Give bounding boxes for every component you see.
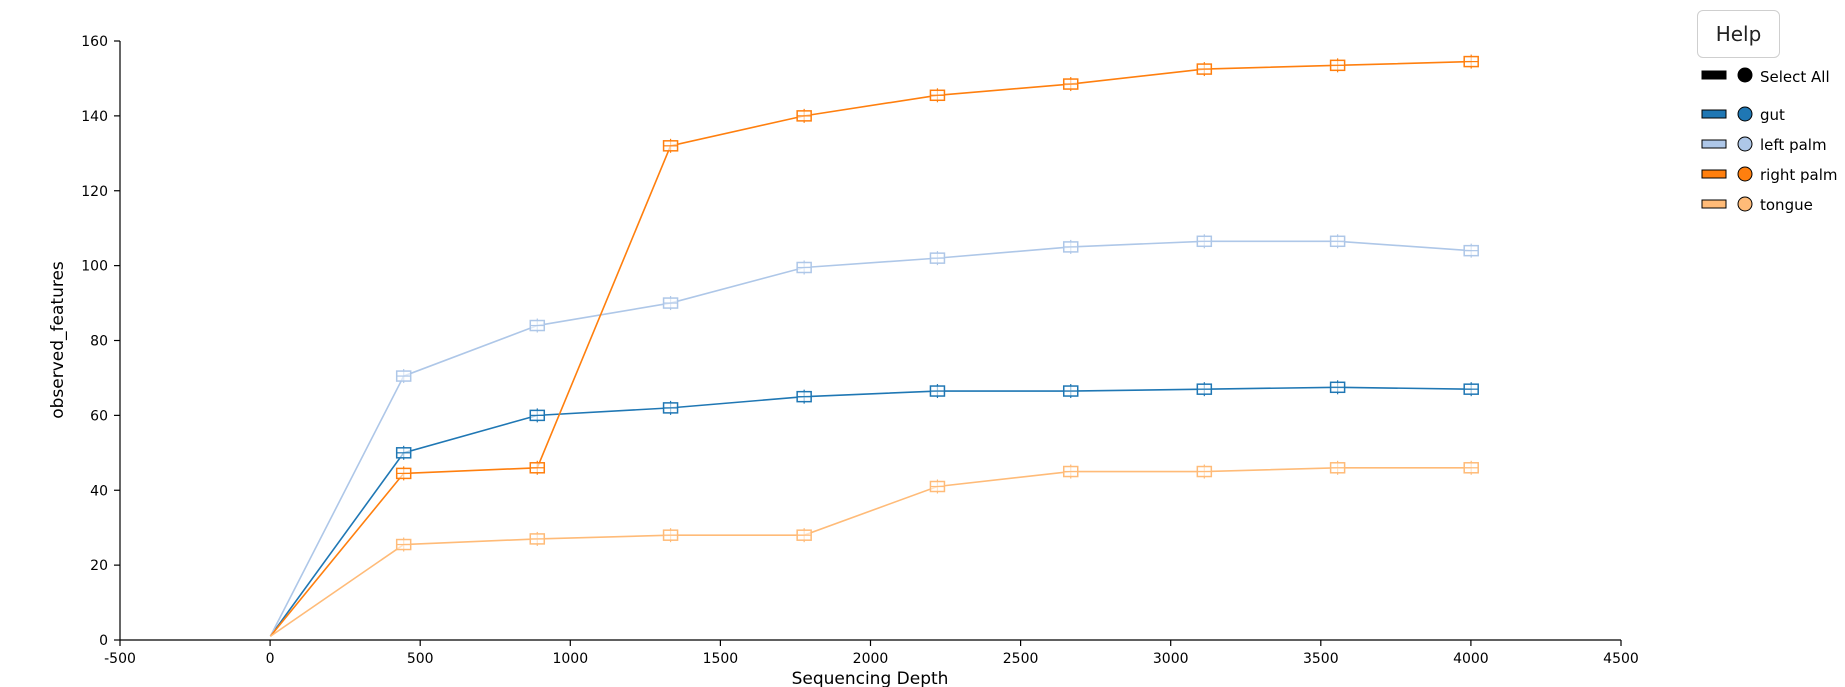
legend-line-swatch[interactable] [1701, 109, 1727, 119]
axes: -500 0 500 1000 1500 2000 2500 3000 3500 4000 4500… [81, 34, 1639, 667]
legend: Select All gut left palm right palm tongue [1701, 67, 1838, 214]
series-right-palm [269, 54, 1479, 637]
y-tick-label: 100 [81, 259, 108, 275]
x-tick-label: -500 [104, 651, 136, 667]
legend-label[interactable]: left palm [1760, 136, 1827, 154]
x-tick-label: 4500 [1603, 651, 1639, 667]
series-tongue [269, 460, 1479, 637]
x-tick-label: 2500 [1003, 651, 1039, 667]
legend-select-all[interactable]: Select All [1701, 67, 1830, 86]
legend-dot[interactable] [1737, 166, 1753, 182]
y-tick-label: 160 [81, 34, 108, 50]
select-all-label[interactable]: Select All [1760, 68, 1830, 86]
series-line [269, 60, 1472, 637]
legend-label[interactable]: gut [1760, 106, 1785, 124]
x-tick-label: 0 [266, 651, 275, 667]
x-tick-label: 3000 [1153, 651, 1189, 667]
series-gut [269, 380, 1479, 637]
legend-item-tongue[interactable]: tongue [1701, 196, 1813, 214]
legend-line-swatch[interactable] [1701, 199, 1727, 209]
series-line [269, 386, 1472, 637]
y-tick-label: 80 [90, 334, 108, 350]
series-line [269, 240, 1472, 637]
legend-item-right-palm[interactable]: right palm [1701, 166, 1838, 184]
legend-dot[interactable] [1737, 136, 1753, 152]
legend-dot[interactable] [1737, 106, 1753, 122]
series-line [269, 466, 1472, 637]
x-tick-label: 500 [407, 651, 434, 667]
x-tick-label: 1000 [552, 651, 588, 667]
y-tick-label: 120 [81, 184, 108, 200]
legend-label[interactable]: tongue [1760, 196, 1813, 214]
x-tick-label: 1500 [703, 651, 739, 667]
y-axis-title: observed_features [48, 261, 68, 419]
y-tick-label: 0 [99, 633, 108, 649]
legend-item-gut[interactable]: gut [1701, 106, 1785, 124]
help-button[interactable]: Help [1697, 10, 1780, 58]
x-axis-title: Sequencing Depth [792, 669, 949, 687]
x-tick-label: 2000 [853, 651, 889, 667]
series-layer [269, 54, 1479, 637]
y-tick-label: 140 [81, 109, 108, 125]
legend-line-swatch[interactable] [1701, 169, 1727, 179]
legend-label[interactable]: right palm [1760, 166, 1838, 184]
y-tick-label: 60 [90, 408, 108, 424]
y-tick-label: 20 [90, 558, 108, 574]
legend-item-left-palm[interactable]: left palm [1701, 136, 1827, 154]
x-tick-label: 3500 [1303, 651, 1339, 667]
select-all-dot[interactable] [1737, 67, 1753, 83]
x-tick-label: 4000 [1453, 651, 1489, 667]
y-tick-label: 40 [90, 483, 108, 499]
legend-dot[interactable] [1737, 196, 1753, 212]
legend-line-swatch[interactable] [1701, 139, 1727, 149]
series-left-palm [269, 234, 1479, 637]
select-all-line-swatch[interactable] [1701, 70, 1727, 80]
